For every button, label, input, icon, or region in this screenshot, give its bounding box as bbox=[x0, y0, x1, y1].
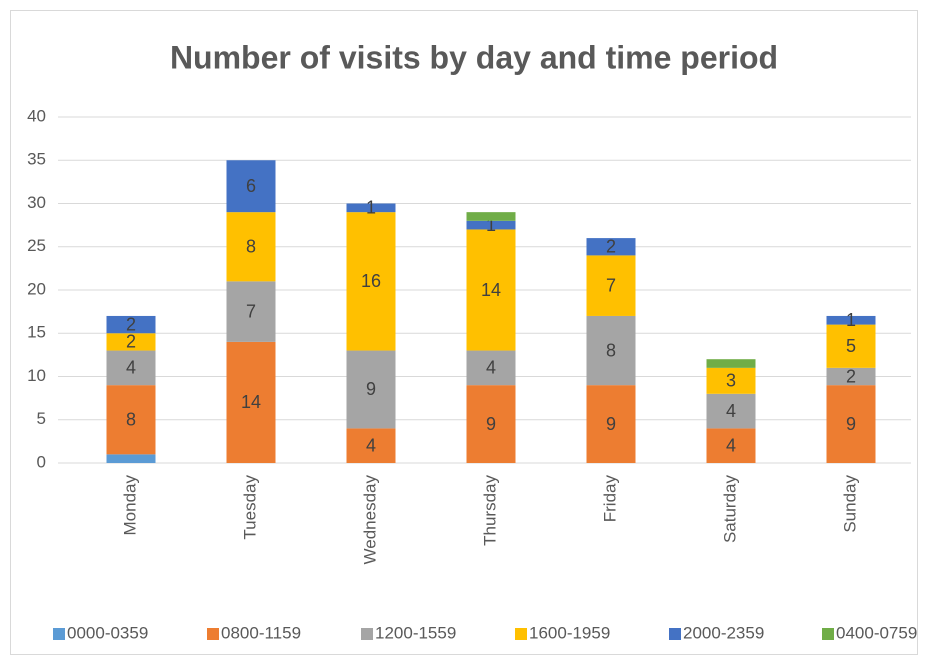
y-tick-label: 30 bbox=[27, 193, 46, 212]
y-tick-label: 40 bbox=[27, 106, 46, 125]
legend-swatch bbox=[361, 628, 373, 640]
bar-segment bbox=[466, 350, 516, 386]
data-label: 4 bbox=[726, 401, 736, 421]
y-tick-label: 35 bbox=[27, 150, 46, 169]
y-tick-label: 15 bbox=[27, 323, 46, 342]
bar-segment bbox=[706, 359, 756, 368]
data-label: 7 bbox=[606, 275, 616, 295]
legend-label: 0400-0759 bbox=[836, 623, 917, 642]
data-label: 9 bbox=[846, 414, 856, 434]
bar-segment bbox=[586, 238, 636, 256]
y-tick-label: 5 bbox=[37, 409, 46, 428]
data-label: 9 bbox=[366, 379, 376, 399]
data-label: 8 bbox=[246, 237, 256, 257]
bar-segment bbox=[706, 393, 756, 429]
bar-segment bbox=[346, 428, 396, 463]
bar-segment bbox=[106, 315, 156, 334]
bar-segment bbox=[586, 385, 636, 463]
bar-segment bbox=[826, 324, 876, 368]
legend-label: 0800-1159 bbox=[221, 623, 301, 642]
bar-segment bbox=[346, 203, 396, 213]
bar-segment bbox=[346, 212, 396, 351]
data-label: 1 bbox=[486, 215, 496, 235]
legend-label: 1600-1959 bbox=[529, 623, 610, 642]
bar-segment bbox=[106, 454, 156, 463]
data-label: 9 bbox=[606, 414, 616, 434]
x-tick-label: Friday bbox=[600, 475, 619, 523]
x-tick-label: Monday bbox=[120, 475, 139, 536]
legend-swatch bbox=[822, 628, 834, 640]
data-label: 9 bbox=[486, 414, 496, 434]
x-tick-label: Wednesday bbox=[360, 475, 379, 565]
legend-swatch bbox=[515, 628, 527, 640]
bar-segment bbox=[226, 160, 276, 213]
data-label: 6 bbox=[246, 176, 256, 196]
data-label: 4 bbox=[726, 435, 736, 455]
data-label: 16 bbox=[361, 271, 381, 291]
bar-segment bbox=[226, 341, 276, 463]
legend-label: 1200-1559 bbox=[375, 623, 456, 642]
data-label: 2 bbox=[846, 366, 856, 386]
bar-segment bbox=[826, 367, 876, 386]
x-tick-label: Sunday bbox=[840, 475, 859, 533]
bar-segment bbox=[706, 428, 756, 463]
legend-swatch bbox=[53, 628, 65, 640]
bar-segment bbox=[826, 385, 876, 463]
bar-segment bbox=[466, 220, 516, 230]
legend-swatch bbox=[669, 628, 681, 640]
bar-segment bbox=[106, 350, 156, 386]
data-label: 8 bbox=[606, 340, 616, 360]
bar-segment bbox=[586, 315, 636, 386]
x-tick-label: Saturday bbox=[720, 475, 739, 544]
data-label: 7 bbox=[246, 301, 256, 321]
bar-segment bbox=[466, 212, 516, 221]
legend-swatch bbox=[207, 628, 219, 640]
chart-title: Number of visits by day and time period bbox=[170, 39, 778, 75]
data-label: 2 bbox=[126, 314, 136, 334]
y-tick-label: 25 bbox=[27, 236, 46, 255]
data-label: 14 bbox=[481, 280, 501, 300]
y-tick-label: 0 bbox=[37, 452, 46, 471]
data-label: 4 bbox=[486, 358, 496, 378]
data-label: 8 bbox=[126, 410, 136, 430]
data-label: 4 bbox=[126, 358, 136, 378]
x-tick-label: Tuesday bbox=[240, 475, 259, 540]
bar-segment bbox=[466, 229, 516, 351]
bar-segment bbox=[826, 315, 876, 325]
data-label: 14 bbox=[241, 392, 261, 412]
bar-segment bbox=[586, 255, 636, 316]
y-tick-label: 20 bbox=[27, 279, 46, 298]
data-label: 2 bbox=[126, 332, 136, 352]
data-label: 5 bbox=[846, 336, 856, 356]
bar-segment bbox=[706, 367, 756, 394]
legend-label: 0000-0359 bbox=[67, 623, 148, 642]
bar-segment bbox=[466, 385, 516, 463]
bar-segment bbox=[226, 281, 276, 342]
bar-segment bbox=[346, 350, 396, 429]
data-label: 1 bbox=[846, 310, 856, 330]
data-label: 2 bbox=[606, 237, 616, 257]
data-label: 3 bbox=[726, 371, 736, 391]
y-tick-label: 10 bbox=[27, 366, 46, 385]
x-tick-label: Thursday bbox=[480, 475, 499, 546]
data-label: 1 bbox=[366, 198, 376, 218]
bar-segment bbox=[226, 212, 276, 282]
data-label: 4 bbox=[366, 435, 376, 455]
bar-segment bbox=[106, 333, 156, 351]
bar-segment bbox=[106, 385, 156, 455]
chart-border bbox=[10, 10, 918, 655]
legend-label: 2000-2359 bbox=[683, 623, 764, 642]
